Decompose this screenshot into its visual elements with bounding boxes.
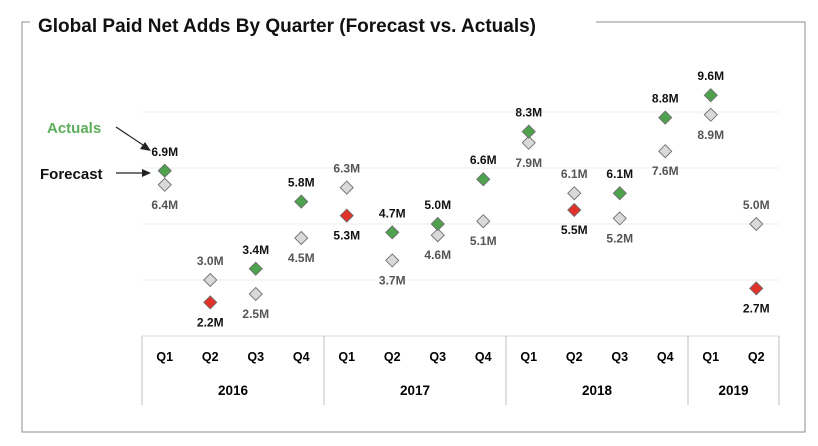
actual-marker	[203, 295, 218, 310]
actual-marker	[658, 110, 673, 125]
forecast-marker	[339, 180, 354, 195]
forecast-label: 6.4M	[151, 198, 178, 212]
forecast-marker	[385, 253, 400, 268]
forecast-label: 4.5M	[288, 251, 315, 265]
tick-label: Q2	[202, 350, 219, 364]
actual-label: 2.2M	[197, 315, 224, 329]
tick-label: Q1	[156, 350, 173, 364]
tick-label: Q2	[748, 350, 765, 364]
forecast-marker	[658, 144, 673, 159]
forecast-marker	[567, 186, 582, 201]
legend-actuals-label: Actuals	[47, 120, 101, 137]
gridlines	[142, 111, 779, 337]
actual-label: 5.3M	[333, 229, 360, 243]
chart-title: Global Paid Net Adds By Quarter (Forecas…	[38, 16, 536, 37]
forecast-marker	[157, 177, 172, 192]
actual-label: 4.7M	[379, 206, 406, 220]
year-label: 2018	[582, 383, 613, 398]
actual-marker	[567, 202, 582, 218]
actual-label: 5.0M	[424, 198, 451, 212]
tick-label: Q4	[475, 350, 492, 364]
actual-marker	[385, 225, 400, 240]
forecast-label: 5.2M	[606, 231, 633, 245]
actual-marker	[248, 261, 263, 276]
actual-marker	[339, 208, 354, 223]
actual-marker	[703, 88, 718, 103]
actual-label: 5.8M	[288, 176, 315, 190]
tick-label: Q4	[657, 350, 674, 364]
forecast-marker	[476, 214, 491, 229]
actual-label: 9.6M	[697, 69, 724, 83]
tick-label: Q3	[429, 350, 446, 364]
legend-actuals-arrowhead	[140, 142, 151, 151]
actual-label: 6.1M	[606, 167, 633, 181]
forecast-marker	[703, 107, 718, 122]
actual-marker	[430, 216, 445, 232]
actual-label: 6.9M	[151, 145, 178, 159]
year-label: 2017	[400, 383, 430, 398]
actual-marker	[521, 124, 536, 139]
forecast-marker	[248, 286, 263, 302]
tick-label: Q3	[611, 350, 628, 364]
title-backdrop	[30, 10, 596, 36]
legend-forecast-label: Forecast	[40, 166, 103, 183]
forecast-marker	[612, 211, 627, 226]
data-points: 6.9M 6.4M 3.0M 2.2M 3.4M 2.5M 5.8M 4.5M 6.3M 5.3M…	[151, 69, 769, 329]
forecast-label: 5.1M	[470, 234, 497, 248]
tick-label: Q2	[566, 350, 583, 364]
forecast-marker	[430, 228, 445, 243]
legend-actuals-arrow	[115, 126, 147, 148]
tick-label: Q1	[520, 350, 537, 364]
tick-label: Q1	[702, 350, 719, 364]
forecast-label: 6.1M	[561, 167, 588, 181]
tick-label: Q1	[338, 350, 355, 364]
actual-label: 5.5M	[561, 223, 588, 237]
forecast-marker	[521, 135, 536, 150]
forecast-label: 5.0M	[743, 198, 770, 212]
actual-marker	[476, 172, 491, 187]
actual-label: 8.8M	[652, 92, 679, 106]
tick-label: Q4	[293, 350, 310, 364]
actual-label: 2.7M	[743, 301, 770, 315]
forecast-label: 8.9M	[697, 128, 724, 142]
legend: Actuals Forecast	[40, 120, 151, 183]
forecast-label: 7.9M	[515, 156, 542, 170]
forecast-marker	[749, 216, 764, 232]
tick-label: Q3	[247, 350, 264, 364]
actual-marker	[294, 194, 309, 209]
forecast-label: 4.6M	[424, 248, 451, 262]
actual-marker	[612, 186, 627, 201]
forecast-label: 7.6M	[652, 164, 679, 178]
tick-label: Q2	[384, 350, 401, 364]
actual-label: 8.3M	[515, 106, 542, 120]
category-axis: Q1 Q2 Q3 Q4 Q1 Q2 Q3 Q4 Q1 Q2 Q3 Q4 Q1 Q2 2016 2017 2018…	[141, 336, 780, 405]
forecast-label: 3.0M	[197, 254, 224, 268]
forecast-label: 6.3M	[333, 162, 360, 176]
actual-label: 3.4M	[242, 243, 269, 257]
year-label: 2019	[718, 383, 748, 398]
actual-label: 6.6M	[470, 153, 497, 167]
actual-marker	[157, 163, 172, 178]
year-label: 2016	[218, 383, 249, 398]
actual-marker	[749, 281, 764, 296]
legend-forecast-arrowhead	[142, 169, 151, 177]
forecast-label: 3.7M	[379, 273, 406, 287]
forecast-marker	[203, 272, 218, 288]
forecast-marker	[294, 230, 309, 246]
forecast-label: 2.5M	[242, 307, 269, 321]
